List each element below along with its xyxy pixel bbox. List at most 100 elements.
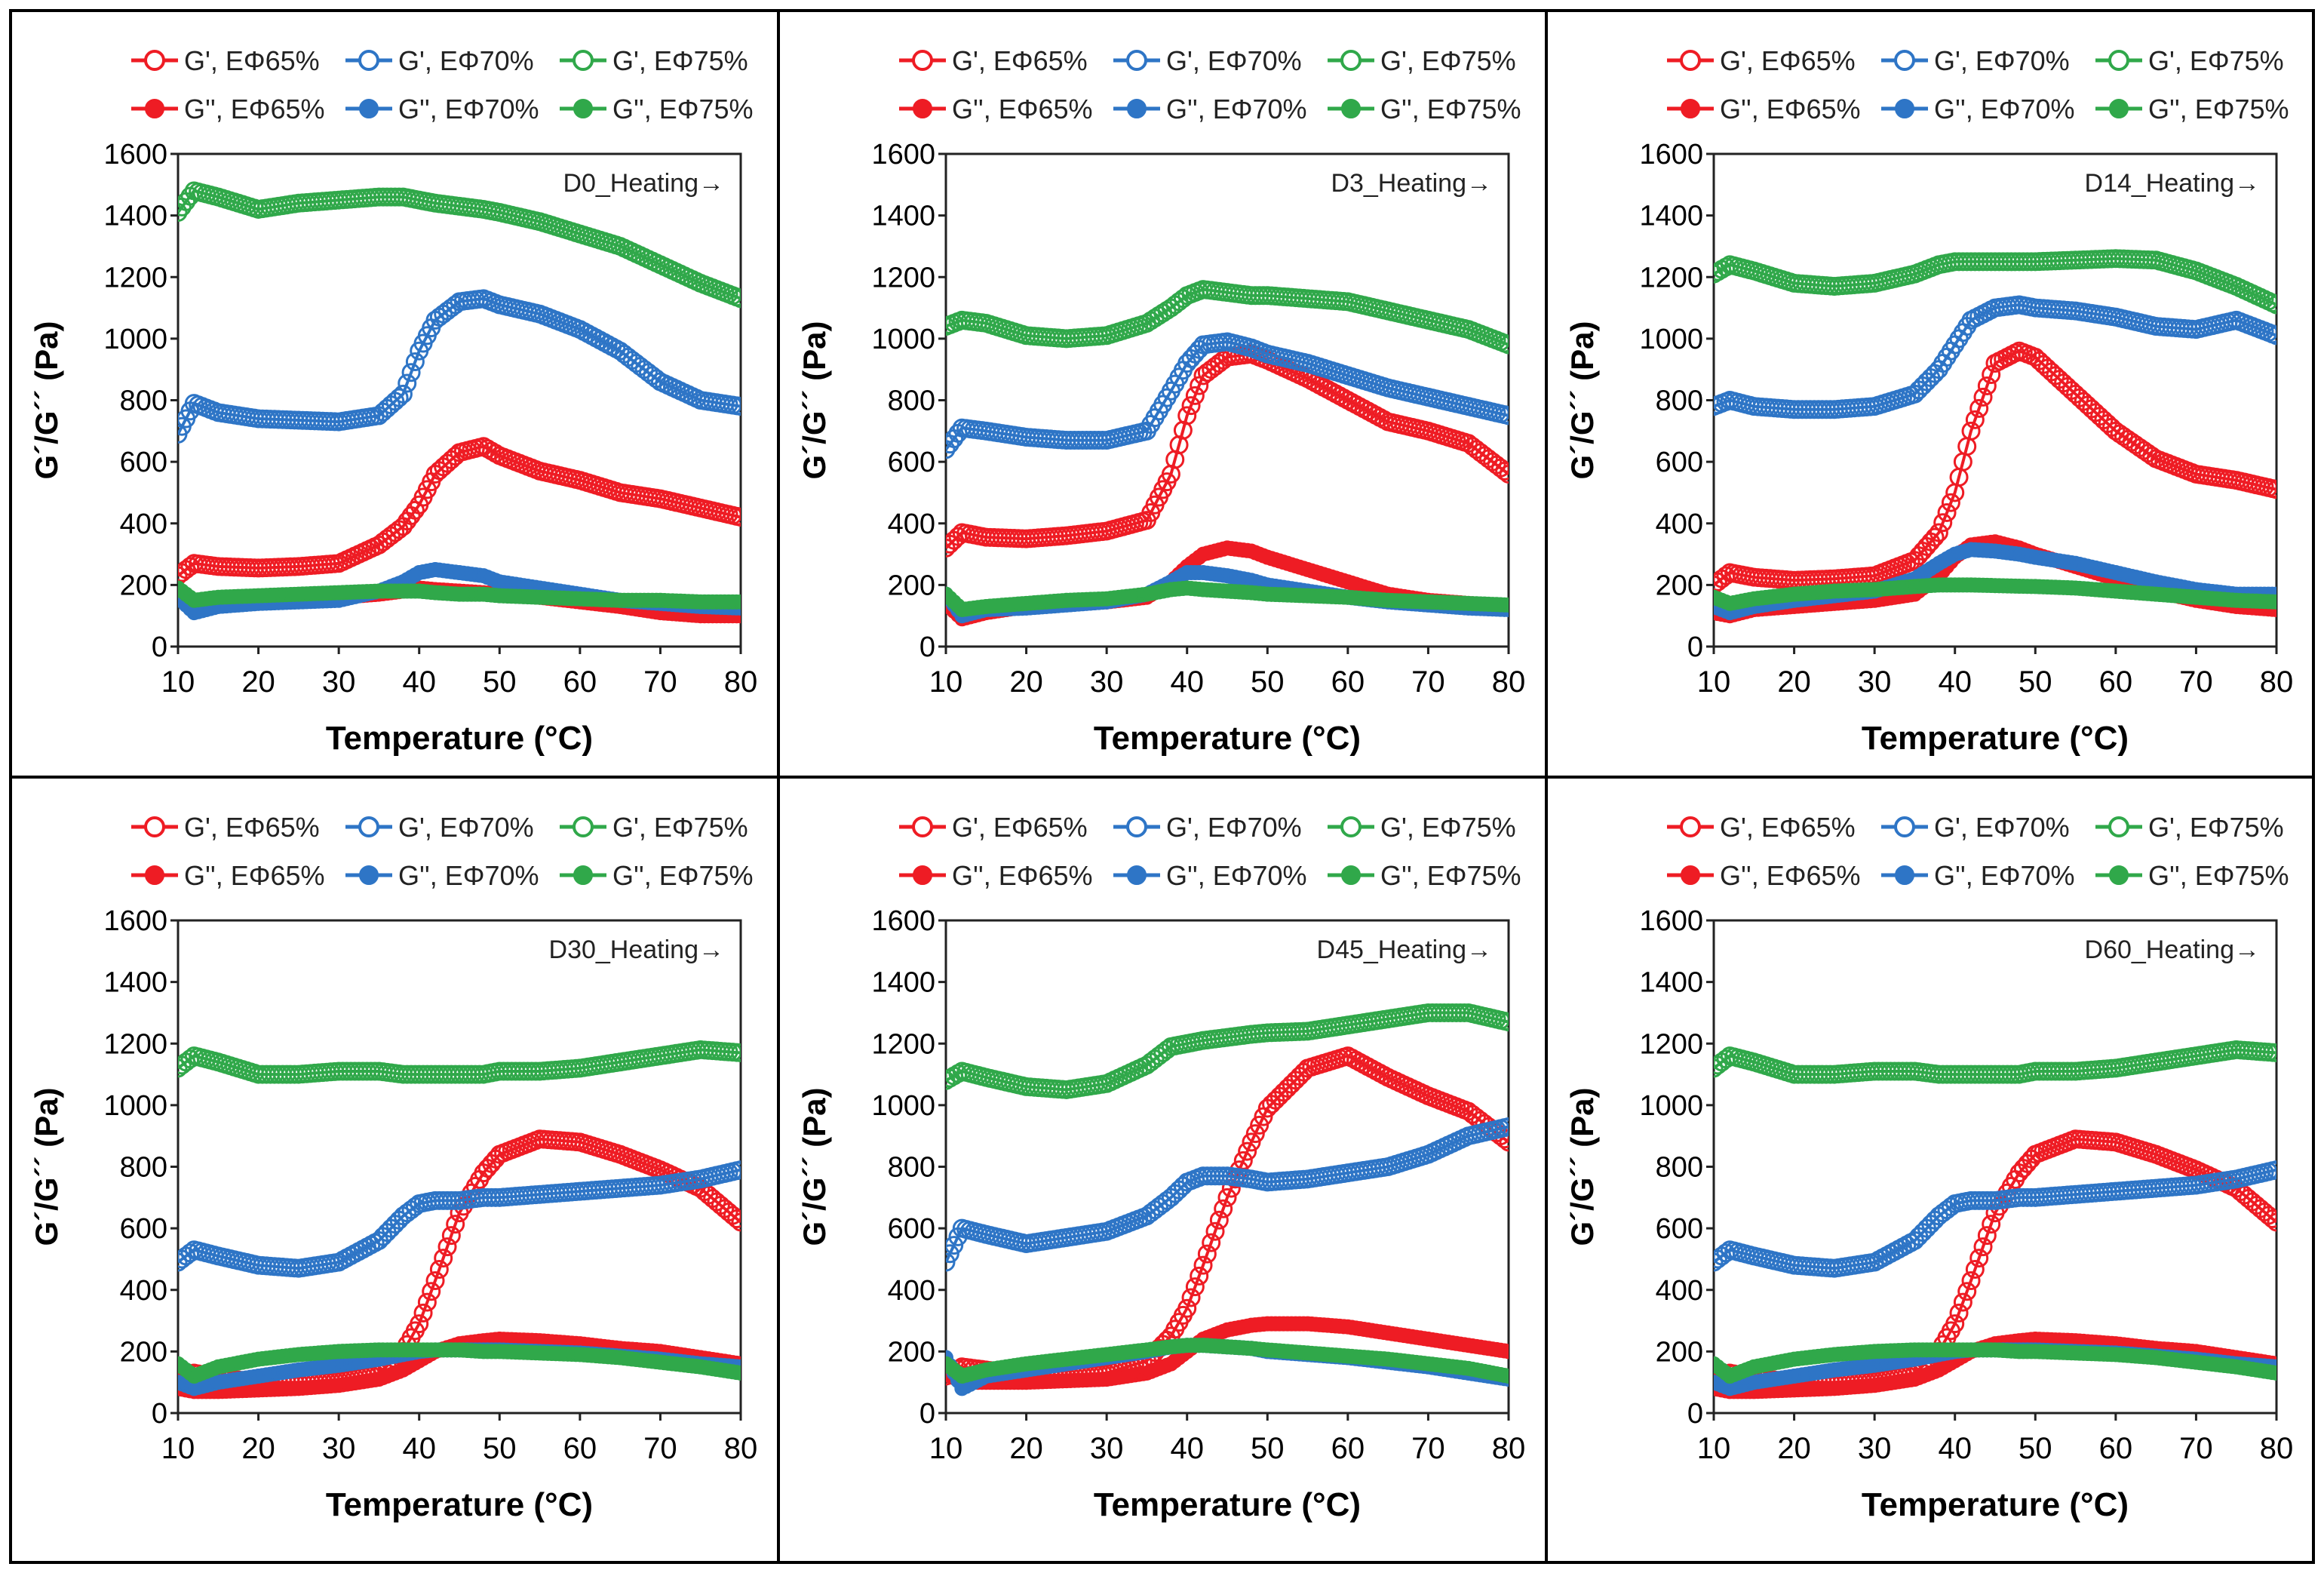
data-point: [1937, 502, 1957, 522]
data-point: [1499, 464, 1509, 484]
legend-label: G'', EΦ70%: [1166, 860, 1307, 891]
legend-item: G', EΦ70%: [1881, 812, 2070, 843]
x-tick-label: 10: [1697, 1432, 1731, 1465]
legend-label: G'', EΦ75%: [1380, 94, 1521, 124]
data-point: [178, 1252, 188, 1272]
y-tick-label: 1200: [1639, 262, 1703, 293]
x-tick-label: 70: [1411, 1432, 1445, 1465]
x-tick-label: 70: [643, 1432, 677, 1465]
x-axis-title: Temperature (°C): [1094, 720, 1361, 757]
y-tick-label: 1200: [103, 262, 167, 293]
data-point: [401, 363, 421, 382]
data-point: [1501, 1369, 1509, 1384]
data-point: [2267, 1160, 2276, 1180]
data-point: [178, 566, 188, 585]
data-point: [1933, 513, 1953, 533]
x-tick-label: 80: [724, 1432, 758, 1465]
x-axis-title: Temperature (°C): [1094, 1486, 1361, 1523]
legend-marker-open: [1126, 816, 1147, 837]
legend-item: G', EΦ65%: [1667, 812, 1856, 843]
data-point: [1185, 1277, 1205, 1297]
legend-label: G', EΦ70%: [1166, 45, 1302, 76]
data-point: [1242, 1132, 1261, 1152]
legend-marker-filled: [573, 865, 593, 885]
data-point: [446, 1215, 465, 1234]
data-point: [1945, 1314, 1965, 1334]
series-gprime: [1714, 249, 2276, 315]
chart-legend: G', EΦ65% G', EΦ70% G', EΦ75%G'', EΦ65% G''…: [899, 812, 1521, 891]
legend-marker-filled: [1895, 865, 1914, 885]
legend-marker-filled: [1681, 99, 1700, 118]
data-point: [1499, 1132, 1509, 1152]
y-tick-label: 1000: [103, 1090, 167, 1122]
data-point: [1193, 1255, 1213, 1275]
legend-marker-open: [144, 816, 165, 837]
data-point: [437, 1237, 457, 1257]
legend-label: G', EΦ70%: [1166, 812, 1302, 843]
y-tick-label: 1200: [871, 1028, 935, 1060]
legend-label: G', EΦ75%: [1380, 812, 1516, 843]
series-gprime: [1714, 1160, 2276, 1278]
data-point: [1982, 1215, 2001, 1234]
x-axis-title: Temperature (°C): [326, 1486, 593, 1523]
y-tick-label: 600: [120, 1213, 167, 1245]
legend-item: G', EΦ75%: [2095, 812, 2284, 843]
series-gprime: [946, 344, 1509, 558]
data-point: [1185, 386, 1205, 405]
legend-marker-filled: [1341, 865, 1361, 885]
data-point: [946, 317, 956, 336]
data-point: [1961, 421, 1981, 441]
data-point: [178, 203, 188, 223]
legend-marker-filled: [1341, 99, 1361, 118]
data-point: [1181, 396, 1201, 416]
legend-item: G'', EΦ65%: [131, 860, 325, 891]
x-tick-label: 60: [1331, 665, 1365, 699]
y-tick-label: 1000: [871, 324, 935, 355]
series-gprime: [946, 1117, 1509, 1272]
y-tick-label: 600: [1656, 1213, 1703, 1245]
legend-marker-filled: [1681, 865, 1700, 885]
x-tick-label: 60: [2099, 1432, 2133, 1465]
legend-label: G', EΦ75%: [612, 812, 748, 843]
y-tick-label: 1600: [103, 905, 167, 937]
data-point: [2263, 1209, 2276, 1228]
legend-item: G'', EΦ70%: [1113, 860, 1307, 891]
chart-panel: G', EΦ65% G', EΦ70% G', EΦ75%G'', EΦ65% G''…: [797, 45, 1525, 757]
series-gprime: [1714, 295, 2276, 419]
x-tick-label: 80: [1492, 1432, 1526, 1465]
legend-marker-filled: [2109, 99, 2129, 118]
legend-marker-filled: [145, 99, 164, 118]
data-point: [429, 1260, 449, 1280]
data-point: [393, 384, 413, 404]
data-point: [727, 1209, 741, 1228]
data-point: [410, 1314, 429, 1334]
data-point: [1973, 387, 1993, 407]
y-tick-label: 800: [888, 386, 935, 417]
legend-item: G', EΦ65%: [131, 812, 320, 843]
legend-item: G', EΦ70%: [345, 45, 534, 76]
legend-item: G'', EΦ65%: [131, 94, 325, 124]
legend-label: G'', EΦ65%: [184, 94, 325, 124]
legend-item: G'', EΦ70%: [1881, 94, 2075, 124]
legend-marker-open: [1340, 816, 1362, 837]
legend-label: G'', EΦ65%: [1720, 94, 1861, 124]
y-axis-title: G´/G´´ (Pa): [29, 1088, 64, 1246]
data-point: [422, 1282, 441, 1301]
plot-series-layer: [1714, 249, 2276, 624]
panel-title: D30_Heating→: [549, 936, 724, 964]
x-tick-label: 40: [402, 1432, 436, 1465]
series-gprime: [946, 332, 1509, 459]
x-tick-label: 10: [161, 665, 195, 699]
legend-label: G', EΦ65%: [1720, 812, 1856, 843]
y-tick-label: 200: [888, 1336, 935, 1368]
y-tick-label: 1600: [871, 905, 935, 937]
y-axis-title: G´/G´´ (Pa): [29, 321, 64, 480]
data-point: [1929, 523, 1948, 542]
x-tick-label: 70: [2179, 665, 2213, 699]
data-point: [731, 508, 741, 527]
x-tick-label: 10: [929, 1432, 963, 1465]
x-tick-label: 40: [402, 665, 436, 699]
legend-label: G'', EΦ75%: [612, 860, 754, 891]
data-point: [733, 594, 741, 610]
x-axis-title: Temperature (°C): [1862, 720, 2129, 757]
